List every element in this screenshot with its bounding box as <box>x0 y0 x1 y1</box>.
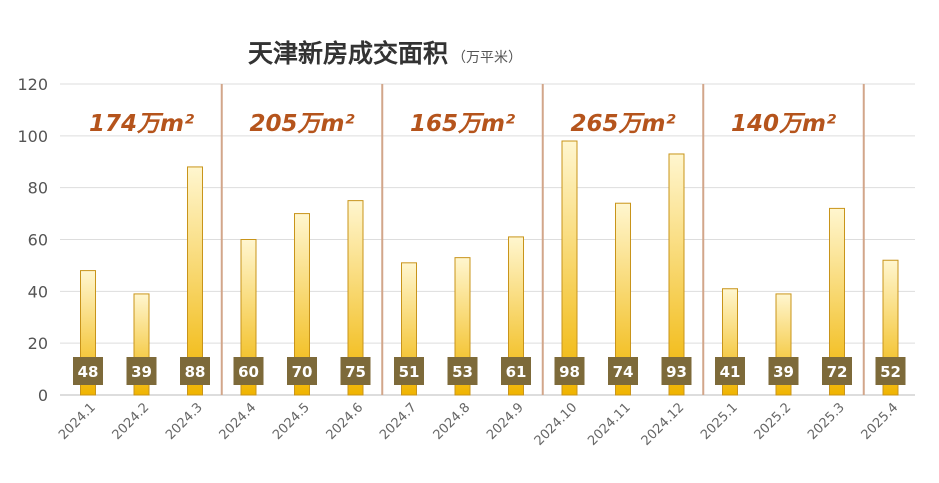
value-label: 74 <box>613 363 634 381</box>
value-label-box <box>875 357 906 385</box>
value-label: 51 <box>399 363 420 381</box>
quarter-total-label: 174万m² <box>89 111 194 137</box>
y-tick-label: 0 <box>38 386 48 405</box>
value-label: 60 <box>238 363 259 381</box>
value-label-box <box>822 357 852 385</box>
x-tick-label: 2025.1 <box>698 400 741 443</box>
value-labels: 48 39 88 60 70 75 51 53 61 98 74 93 41 39 72 52 <box>73 357 906 385</box>
x-tick-label: 2024.8 <box>431 400 474 443</box>
quarter-totals: 174万m² 205万m² 165万m² 265万m² 140万m² <box>89 111 836 137</box>
quarter-total-label: 165万m² <box>410 111 515 137</box>
value-label-box <box>126 357 157 385</box>
value-label-box <box>768 357 799 385</box>
y-tick-label: 80 <box>28 179 48 198</box>
x-tick-label: 2024.9 <box>484 400 527 443</box>
value-label: 88 <box>185 363 206 381</box>
value-label: 53 <box>452 363 473 381</box>
value-label: 39 <box>773 363 794 381</box>
bar <box>829 207 845 396</box>
value-label: 52 <box>880 363 901 381</box>
value-label: 93 <box>666 363 687 381</box>
bar <box>187 166 203 396</box>
chart-subtitle: （万平米） <box>452 50 522 66</box>
x-tick-label: 2024.11 <box>585 400 634 449</box>
value-label-box <box>287 357 317 385</box>
y-axis: 0 20 40 60 80 100 120 <box>17 75 48 405</box>
bar <box>294 213 310 396</box>
x-tick-label: 2024.7 <box>377 400 420 443</box>
x-tick-label: 2025.4 <box>859 400 902 443</box>
x-tick-label: 2024.6 <box>324 400 367 443</box>
quarter-separators <box>220 84 865 395</box>
value-label: 48 <box>78 363 99 381</box>
bar <box>508 236 524 396</box>
quarter-total-label: 140万m² <box>731 111 836 137</box>
y-tick-label: 120 <box>17 75 48 94</box>
value-label: 41 <box>720 363 741 381</box>
y-tick-label: 20 <box>28 334 48 353</box>
value-label: 98 <box>559 363 580 381</box>
bar <box>240 239 257 396</box>
x-tick-label: 2025.2 <box>752 400 795 443</box>
quarter-total-label: 205万m² <box>249 111 354 137</box>
value-label-box <box>394 357 424 385</box>
x-tick-label: 2025.3 <box>805 400 848 443</box>
y-tick-label: 60 <box>28 231 48 250</box>
value-label-box <box>447 357 478 385</box>
x-tick-label: 2024.4 <box>217 400 260 443</box>
value-label: 61 <box>506 363 527 381</box>
y-tick-label: 40 <box>28 282 48 301</box>
value-label: 72 <box>827 363 848 381</box>
x-tick-label: 2024.12 <box>639 400 688 449</box>
x-axis-labels: 2024.1 2024.2 2024.3 2024.4 2024.5 2024.6 2024… <box>56 400 901 449</box>
x-tick-label: 2024.3 <box>163 400 206 443</box>
value-label-box <box>608 357 638 385</box>
chart-title: 天津新房成交面积 <box>248 39 448 68</box>
bar <box>347 200 364 396</box>
bar <box>615 202 631 396</box>
value-label-box <box>233 357 264 385</box>
x-tick-label: 2024.10 <box>532 400 581 449</box>
value-label: 39 <box>131 363 152 381</box>
bars <box>80 140 899 396</box>
value-label-box <box>180 357 210 385</box>
value-label: 70 <box>292 363 313 381</box>
bar <box>668 153 685 396</box>
value-label-box <box>661 357 692 385</box>
value-label-box <box>340 357 371 385</box>
x-tick-label: 2024.1 <box>56 400 99 443</box>
value-label-box <box>715 357 745 385</box>
x-tick-label: 2024.5 <box>270 400 313 443</box>
bar <box>561 140 578 396</box>
x-tick-label: 2024.2 <box>110 400 153 443</box>
y-tick-label: 100 <box>17 127 48 146</box>
value-label-box <box>501 357 531 385</box>
value-label-box <box>73 357 103 385</box>
quarter-total-label: 265万m² <box>570 111 675 137</box>
value-label: 75 <box>345 363 366 381</box>
value-label-box <box>554 357 585 385</box>
